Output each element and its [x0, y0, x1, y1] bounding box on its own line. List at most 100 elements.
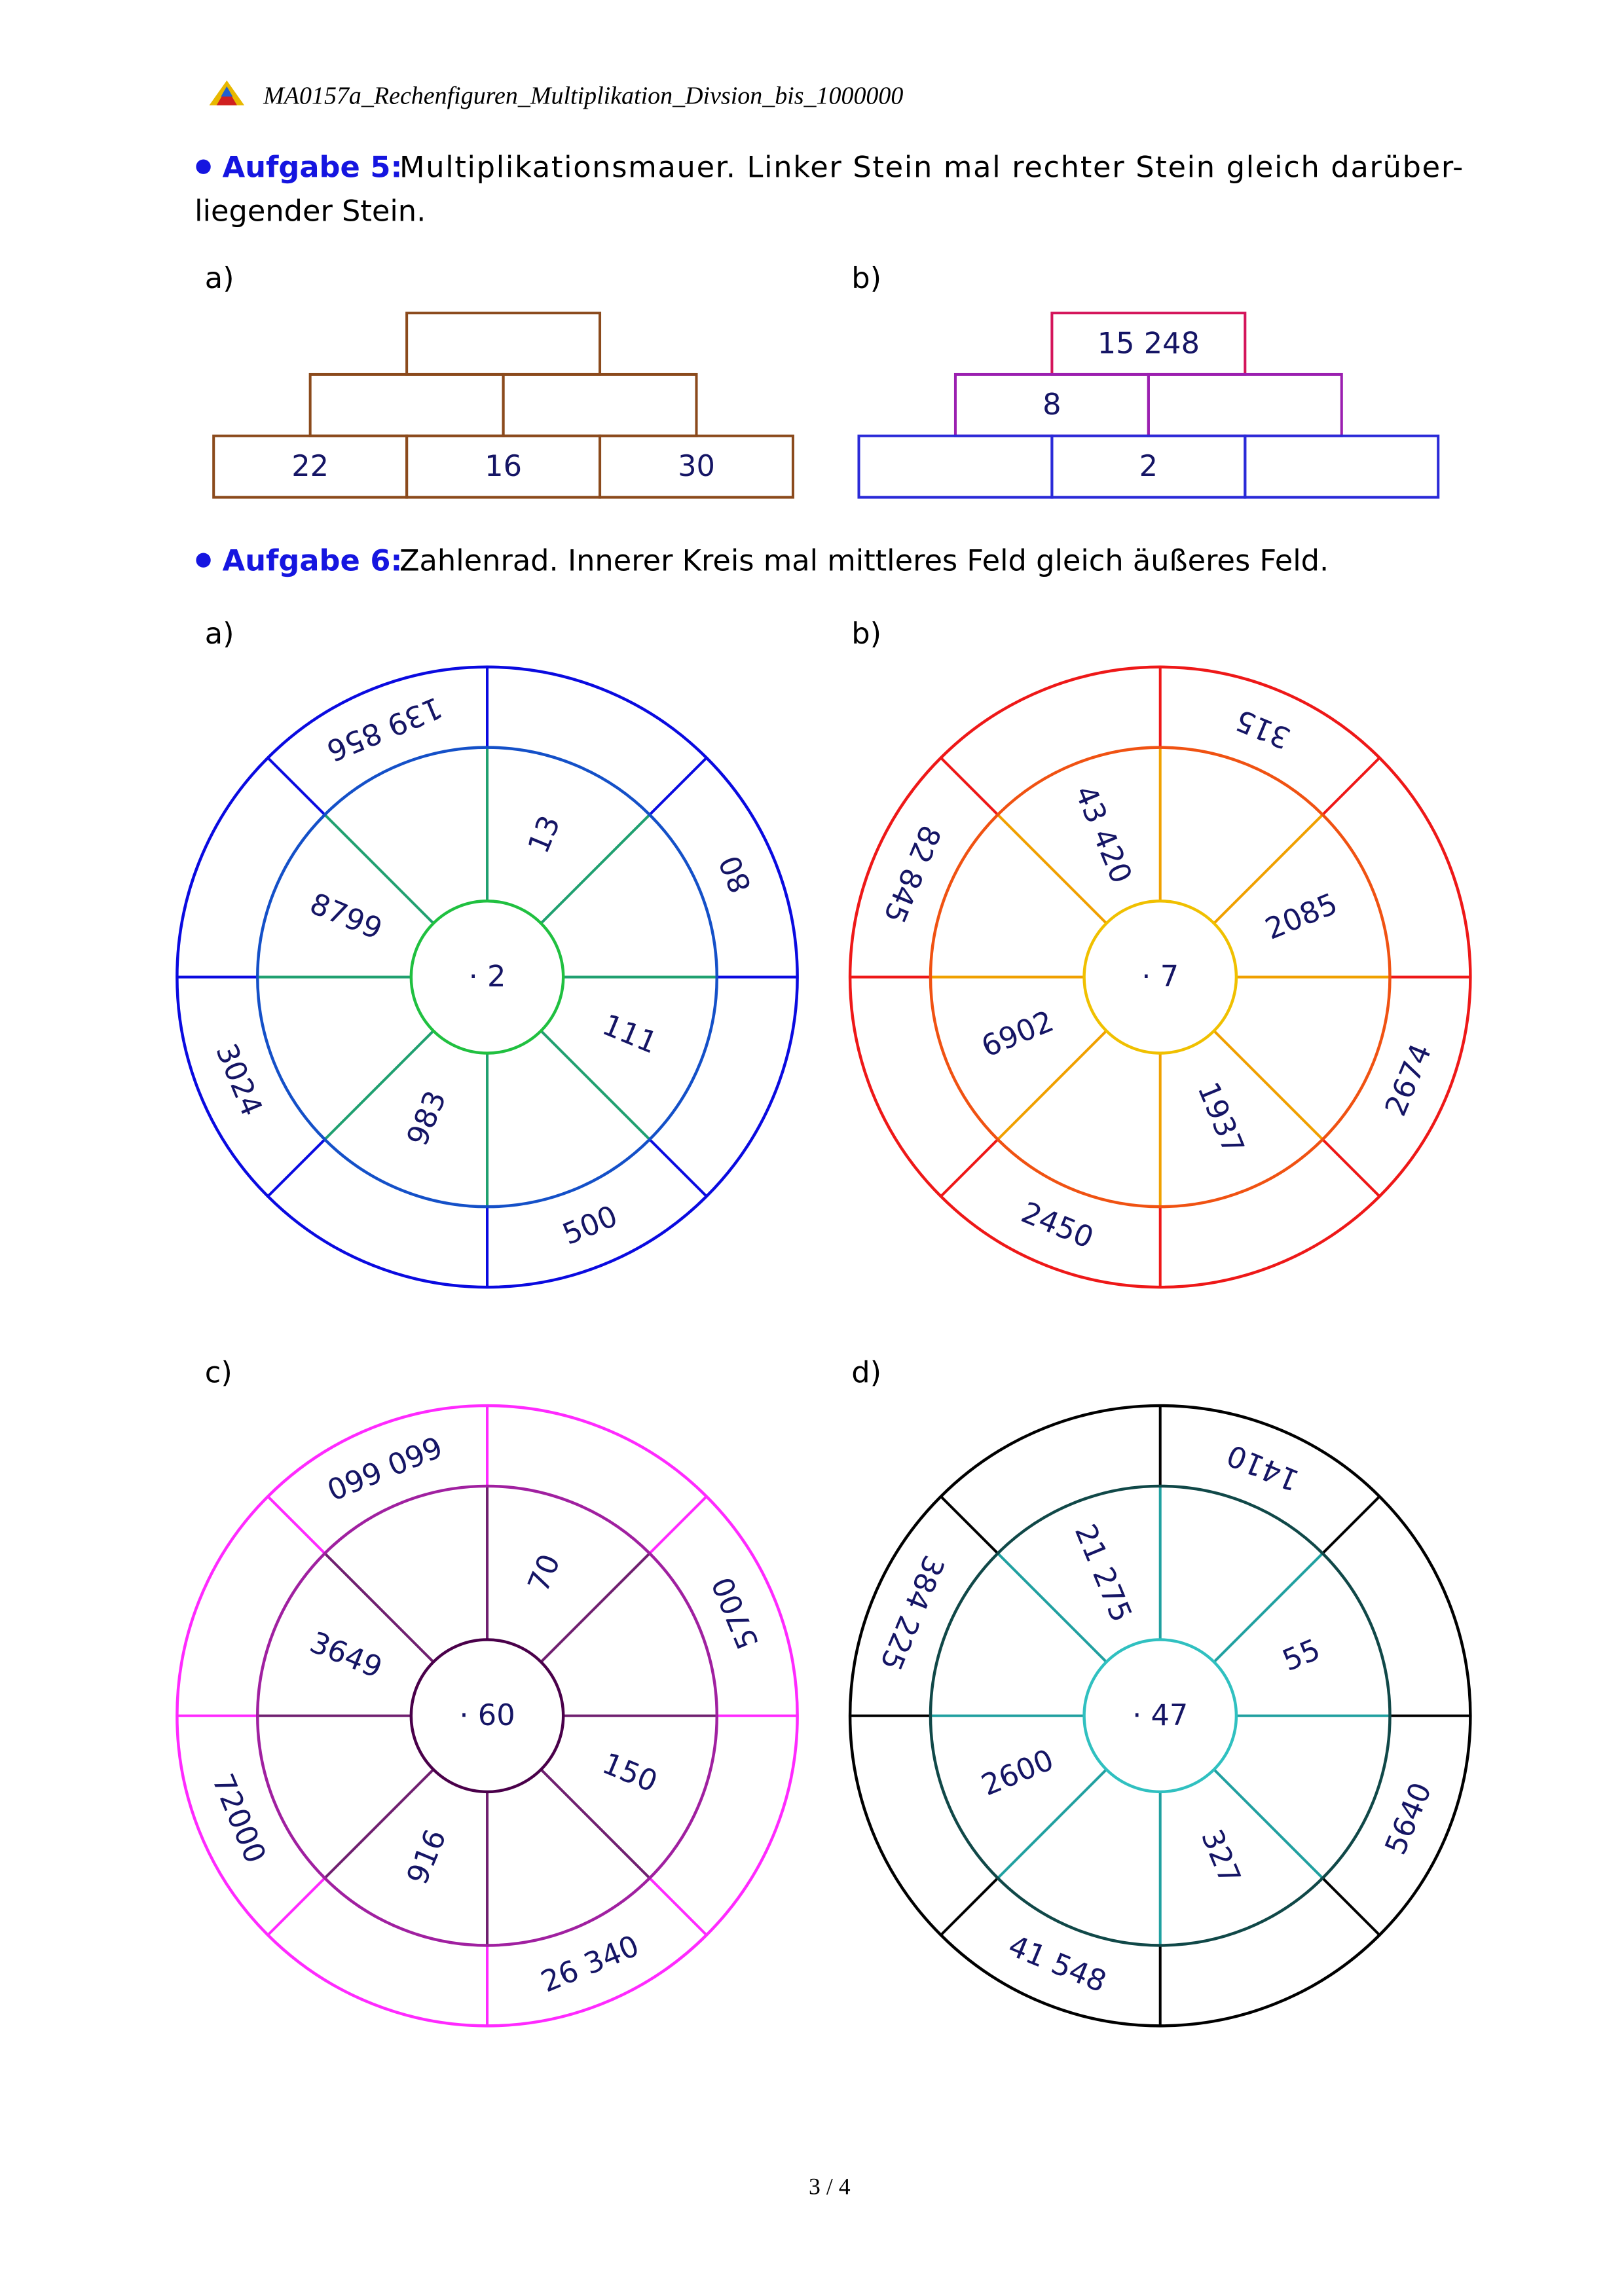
outer-number: 5700: [705, 1572, 766, 1654]
spoke: [997, 1768, 1108, 1880]
spoke: [1321, 1877, 1381, 1937]
task-text: Multiplikationsmauer. Linker Stein mal r…: [399, 150, 1463, 184]
outer-number: 500: [558, 1199, 623, 1252]
spoke: [940, 1139, 999, 1197]
outer-number: 2450: [1016, 1195, 1098, 1256]
task-text: liegender Stein.: [194, 194, 426, 228]
spoke: [540, 1552, 651, 1663]
spoke: [997, 813, 1108, 924]
spoke: [1321, 1139, 1381, 1197]
middle-ring: [929, 1484, 1392, 1947]
spoke: [267, 1139, 326, 1197]
outer-number: 26 340: [536, 1929, 644, 1999]
outer-number: 315: [1230, 702, 1295, 756]
middle-number: 327: [1194, 1825, 1247, 1889]
spoke: [1213, 1768, 1324, 1880]
spoke: [540, 1030, 651, 1140]
middle-number: 916: [400, 1825, 453, 1889]
inner-circle: [409, 1638, 565, 1794]
spoke: [1321, 1495, 1381, 1555]
spoke: [940, 1877, 999, 1937]
middle-number: 2600: [976, 1743, 1058, 1803]
spoke: [323, 1030, 435, 1140]
center-factor: · 7: [1141, 960, 1179, 994]
brick: [502, 373, 698, 437]
brick-number: 2: [1139, 449, 1158, 483]
middle-number: 8799: [305, 886, 387, 947]
brick: [1147, 373, 1343, 437]
outer-number: 41 548: [1004, 1929, 1111, 1999]
wall-label: b): [851, 261, 881, 295]
wheel-label: c): [205, 1355, 232, 1389]
spoke: [267, 1495, 326, 1555]
center-factor: · 47: [1132, 1698, 1188, 1732]
spoke: [540, 813, 651, 924]
spoke: [997, 1552, 1108, 1663]
spoke: [267, 757, 326, 816]
brick: [599, 434, 794, 499]
middle-number: 111: [598, 1008, 663, 1061]
wall-label: a): [205, 261, 234, 295]
middle-ring: [929, 746, 1392, 1209]
middle-number: 983: [400, 1086, 453, 1151]
middle-number: 70: [521, 1550, 567, 1597]
spoke: [1213, 813, 1324, 924]
logo: [209, 80, 245, 105]
outer-number: 72000: [206, 1769, 272, 1868]
brick-number: 15 248: [1098, 326, 1200, 360]
spoke: [1321, 757, 1381, 816]
task-label: Aufgabe 6:: [223, 543, 403, 577]
center-factor: · 60: [459, 1698, 515, 1732]
middle-number: 1937: [1191, 1078, 1251, 1159]
spoke: [997, 1030, 1108, 1140]
inner-circle: [1082, 900, 1238, 1055]
spoke: [648, 1877, 708, 1937]
header-title: MA0157a_Rechenfiguren_Multiplikation_Div…: [263, 82, 903, 110]
spoke: [940, 1495, 999, 1555]
wheel-label: d): [851, 1355, 881, 1389]
middle-ring: [256, 1484, 719, 1947]
outer-number: 5640: [1378, 1777, 1439, 1859]
wheel-label: b): [851, 617, 881, 651]
task-label: Aufgabe 5:: [223, 150, 403, 184]
brick-number: 16: [485, 449, 522, 483]
wheel-label: a): [205, 617, 234, 651]
brick: [405, 312, 602, 376]
spoke: [648, 757, 708, 816]
outer-number: 1410: [1222, 1438, 1304, 1498]
spoke: [1213, 1552, 1324, 1663]
spoke: [648, 1139, 708, 1197]
middle-number: 13: [521, 811, 567, 858]
spoke: [267, 1877, 326, 1937]
outer-number: 82 845: [877, 820, 948, 928]
bullet: [196, 553, 211, 568]
middle-number: 43 420: [1068, 780, 1139, 888]
brick: [1244, 434, 1440, 499]
brick-number: 8: [1043, 388, 1061, 422]
inner-circle: [409, 900, 565, 1055]
bullet: [196, 159, 211, 174]
spoke: [1213, 1030, 1324, 1140]
inner-circle: [1082, 1638, 1238, 1794]
outer-number: 3024: [209, 1039, 269, 1121]
middle-number: 6902: [976, 1004, 1058, 1065]
middle-number: 3649: [305, 1625, 387, 1685]
middle-number: 21 275: [1068, 1520, 1139, 1627]
spoke: [323, 813, 435, 924]
spoke: [648, 1495, 708, 1555]
middle-ring: [256, 746, 719, 1209]
outer-number: 80: [712, 850, 758, 898]
brick: [308, 373, 505, 437]
task-text: Zahlenrad. Innerer Kreis mal mittleres F…: [399, 543, 1329, 577]
middle-number: 55: [1278, 1632, 1325, 1678]
center-factor: · 2: [469, 960, 506, 994]
brick: [857, 434, 1054, 499]
spoke: [540, 1768, 651, 1880]
spoke: [323, 1552, 435, 1663]
spoke: [323, 1768, 435, 1880]
page-number: 3 / 4: [809, 2173, 851, 2199]
middle-number: 2085: [1261, 886, 1342, 947]
spoke: [940, 757, 999, 816]
brick-number: 22: [291, 449, 329, 483]
